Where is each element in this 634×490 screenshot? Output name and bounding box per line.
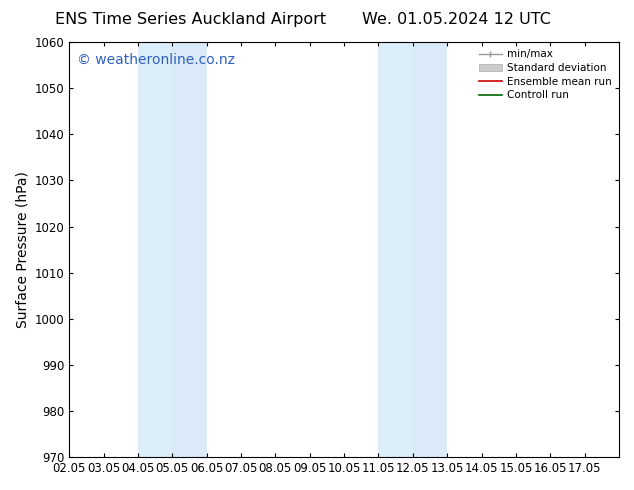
Bar <box>378 42 413 457</box>
Text: We. 01.05.2024 12 UTC: We. 01.05.2024 12 UTC <box>362 12 551 27</box>
Legend: min/max, Standard deviation, Ensemble mean run, Controll run: min/max, Standard deviation, Ensemble me… <box>475 45 616 104</box>
Text: © weatheronline.co.nz: © weatheronline.co.nz <box>77 52 235 67</box>
Bar <box>138 42 172 457</box>
Y-axis label: Surface Pressure (hPa): Surface Pressure (hPa) <box>15 171 29 328</box>
Bar <box>172 42 207 457</box>
Text: ENS Time Series Auckland Airport: ENS Time Series Auckland Airport <box>55 12 326 27</box>
Bar <box>413 42 447 457</box>
